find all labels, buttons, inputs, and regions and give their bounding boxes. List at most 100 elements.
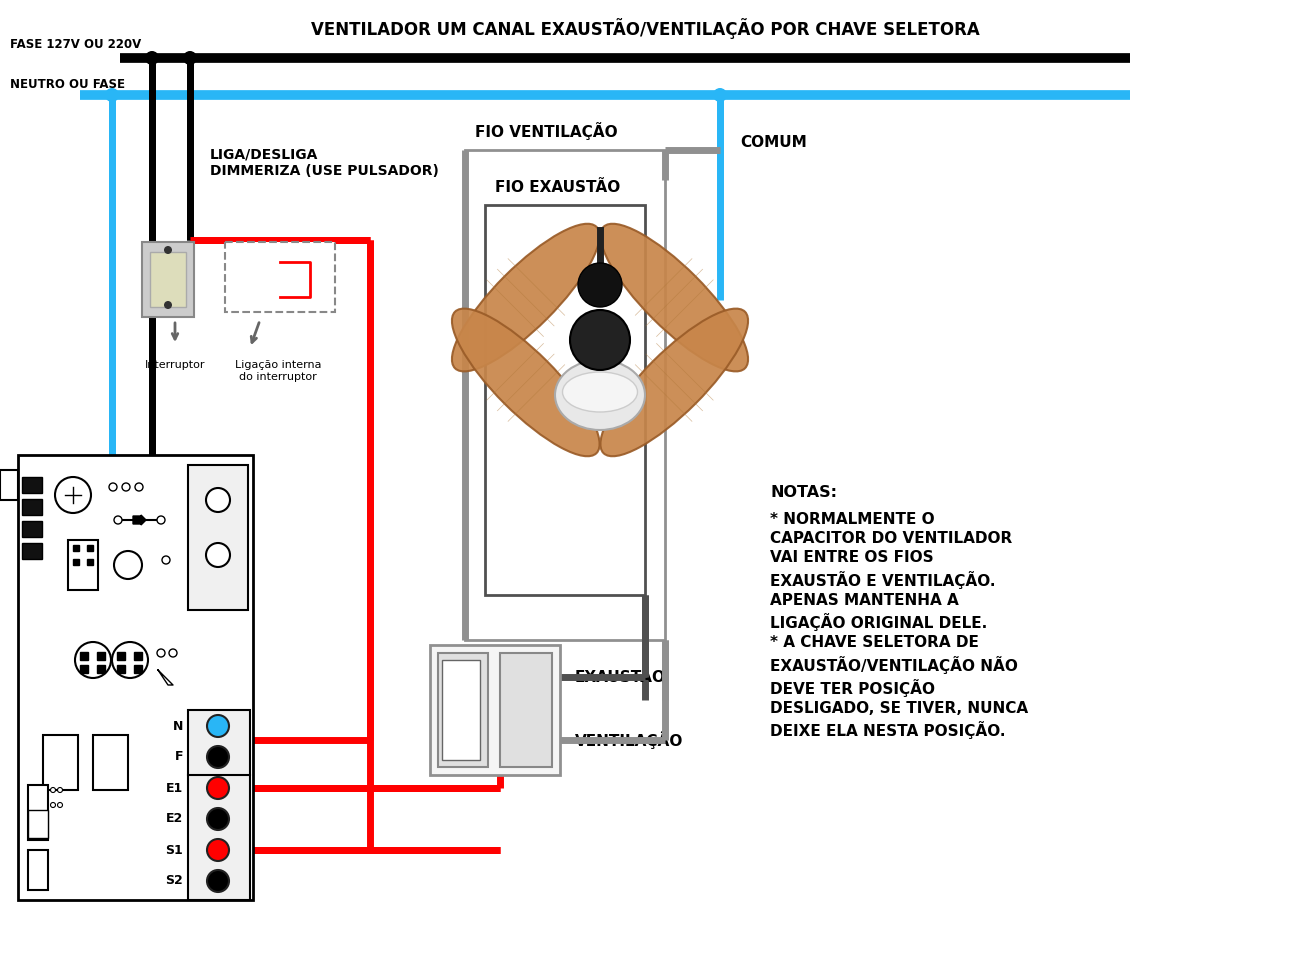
Bar xyxy=(22,499,43,515)
Bar xyxy=(28,785,48,840)
Circle shape xyxy=(206,715,230,737)
Text: FASE 127V OU 220V: FASE 127V OU 220V xyxy=(10,38,141,51)
Text: NEUTRO OU FASE: NEUTRO OU FASE xyxy=(10,79,125,92)
Circle shape xyxy=(206,543,230,567)
Circle shape xyxy=(75,642,111,678)
Ellipse shape xyxy=(600,224,748,371)
Text: +D11: +D11 xyxy=(80,674,102,683)
Text: F: F xyxy=(174,751,183,764)
Ellipse shape xyxy=(555,360,645,430)
Bar xyxy=(430,645,560,775)
Circle shape xyxy=(578,263,622,307)
Bar xyxy=(18,455,253,900)
Text: FIO VENTILAÇÃO: FIO VENTILAÇÃO xyxy=(475,122,618,140)
Text: CI4: CI4 xyxy=(143,473,157,482)
Circle shape xyxy=(108,483,117,491)
Text: S1: S1 xyxy=(165,843,183,856)
Circle shape xyxy=(206,839,230,861)
Text: LIGA/DESLIGA
DIMMERIZA (USE PULSADOR): LIGA/DESLIGA DIMMERIZA (USE PULSADOR) xyxy=(210,148,439,178)
Bar xyxy=(43,735,77,790)
Circle shape xyxy=(114,516,123,524)
Bar xyxy=(142,242,194,317)
Text: D8: D8 xyxy=(168,636,179,645)
Text: RF1: RF1 xyxy=(58,526,67,544)
Bar xyxy=(86,545,93,551)
Circle shape xyxy=(155,690,161,696)
Bar xyxy=(28,810,48,838)
Bar xyxy=(150,252,186,307)
Bar xyxy=(97,652,104,660)
Circle shape xyxy=(58,788,62,793)
Bar xyxy=(28,850,48,890)
Circle shape xyxy=(206,777,230,799)
Text: +D10: +D10 xyxy=(117,674,139,683)
Circle shape xyxy=(55,477,92,513)
Circle shape xyxy=(164,301,172,309)
Text: C1: C1 xyxy=(55,463,68,472)
Bar xyxy=(93,735,128,790)
Text: 2CH: 2CH xyxy=(46,739,55,761)
Bar xyxy=(485,205,645,595)
Text: 1CH: 1CH xyxy=(36,739,46,761)
Text: COMUM: COMUM xyxy=(740,135,806,150)
Bar xyxy=(80,665,88,673)
Circle shape xyxy=(163,556,170,564)
Circle shape xyxy=(206,746,230,768)
Circle shape xyxy=(58,803,62,807)
Bar xyxy=(224,242,335,312)
Bar xyxy=(442,660,480,760)
Circle shape xyxy=(206,808,230,830)
Circle shape xyxy=(144,51,159,65)
Bar xyxy=(501,653,552,767)
Text: * NORMALMENTE O
CAPACITOR DO VENTILADOR
VAI ENTRE OS FIOS
EXAUSTÃO E VENTILAÇÃO.: * NORMALMENTE O CAPACITOR DO VENTILADOR … xyxy=(770,512,1028,739)
Circle shape xyxy=(206,488,230,512)
Text: S2: S2 xyxy=(165,875,183,887)
Text: D9: D9 xyxy=(157,636,169,645)
Text: Ligação interna
do interruptor: Ligação interna do interruptor xyxy=(235,360,321,382)
Text: E1: E1 xyxy=(165,781,183,795)
Text: EXAUSTÃO: EXAUSTÃO xyxy=(575,669,666,685)
Text: VENTILAÇÃO: VENTILAÇÃO xyxy=(575,731,684,749)
Text: VENTILADOR UM CANAL EXAUSTÃO/VENTILAÇÃO POR CHAVE SELETORA: VENTILADOR UM CANAL EXAUSTÃO/VENTILAÇÃO … xyxy=(311,18,979,39)
Ellipse shape xyxy=(573,322,627,357)
Bar xyxy=(439,653,488,767)
Circle shape xyxy=(123,483,130,491)
Text: E2: E2 xyxy=(165,812,183,826)
Ellipse shape xyxy=(451,309,600,456)
Circle shape xyxy=(183,51,197,65)
Text: MSSELETRONICA.COM: MSSELETRONICA.COM xyxy=(85,717,94,812)
Text: Interruptor: Interruptor xyxy=(144,360,205,370)
Text: FIO EXAUSTÃO: FIO EXAUSTÃO xyxy=(495,180,620,195)
Bar xyxy=(86,559,93,565)
Bar xyxy=(22,477,43,493)
Bar xyxy=(97,665,104,673)
Circle shape xyxy=(166,690,173,696)
Circle shape xyxy=(570,310,630,370)
Circle shape xyxy=(50,803,55,807)
Bar xyxy=(74,545,79,551)
Bar xyxy=(134,665,142,673)
Bar xyxy=(188,465,248,610)
Text: D7: D7 xyxy=(163,506,175,515)
Circle shape xyxy=(114,551,142,579)
Circle shape xyxy=(135,483,143,491)
Text: CI1: CI1 xyxy=(23,853,32,865)
Text: C3: C3 xyxy=(181,535,190,545)
Bar xyxy=(0,470,18,500)
Bar xyxy=(68,540,98,590)
Bar xyxy=(80,652,88,660)
Bar xyxy=(134,652,142,660)
Bar xyxy=(74,559,79,565)
Circle shape xyxy=(112,642,148,678)
Text: R16: R16 xyxy=(168,527,177,542)
Circle shape xyxy=(157,649,165,657)
Text: CH2: CH2 xyxy=(117,627,143,637)
Circle shape xyxy=(164,246,172,254)
Text: DIMMER MSS-1-2CH-A: DIMMER MSS-1-2CH-A xyxy=(74,718,83,812)
Text: CIP: CIP xyxy=(23,785,32,797)
Bar xyxy=(22,521,43,537)
Text: C2: C2 xyxy=(156,535,165,545)
Text: N: N xyxy=(173,720,183,732)
Bar xyxy=(117,665,125,673)
Circle shape xyxy=(713,88,728,102)
